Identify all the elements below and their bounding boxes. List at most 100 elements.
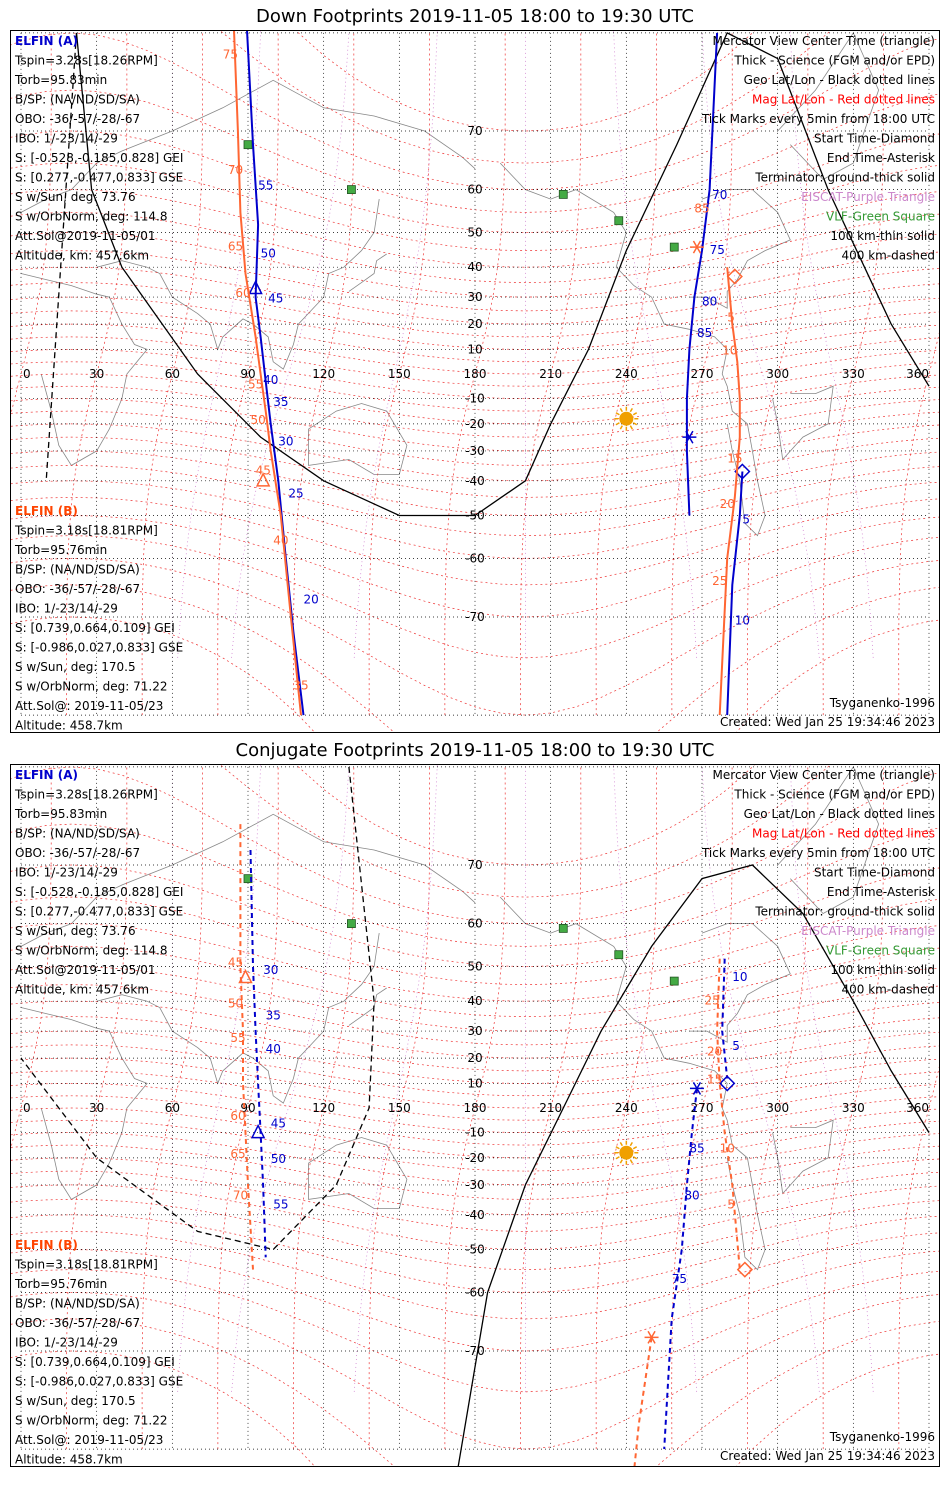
legend: Mercator View Center Time (triangle) Thic…	[701, 768, 935, 997]
x-tick-label: 330	[842, 367, 865, 381]
eiscat-meridian	[613, 765, 698, 1392]
map-plot: 0 30 60 90 120 150 180 210 240 270 300 330 360706050…	[11, 765, 939, 1466]
mag-parallel	[11, 896, 939, 985]
elfin-b-info-line: OBO: -36/-57/-28/-67	[15, 582, 140, 596]
y-tick-label: -70	[465, 610, 485, 624]
elfin-a-tick-label: 25	[288, 486, 303, 500]
elfin-a-info-line: Altitude, km: 457.6km	[15, 249, 149, 263]
x-tick-label: 0	[23, 367, 31, 381]
elfin-b-info-line: Torb=95.76min	[14, 1277, 107, 1291]
x-tick-label: 0	[23, 1101, 31, 1115]
vlf-station-marker	[614, 216, 624, 226]
elfin-b-start-diamond	[736, 1261, 754, 1278]
mag-meridian	[898, 1066, 939, 1450]
mag-parallel	[11, 1016, 939, 1072]
elfin-b-track-east	[716, 958, 741, 1270]
elfin-a-tick-label: 35	[273, 395, 288, 409]
coastline	[777, 32, 880, 180]
elfin-a-info-line: Tspin=3.28s[18.26RPM]	[14, 54, 158, 68]
elfin-a-info-line: Att.Sol@2019-11-05/01	[15, 963, 156, 977]
elfin-b-info-line: S w/OrbNorm, deg: 71.22	[15, 680, 167, 694]
elfin-b-tick-label: 45	[228, 955, 243, 969]
sun-marker	[614, 406, 639, 431]
mag-meridian	[293, 766, 355, 1450]
elfin-b-tick-label: 60	[230, 1109, 245, 1123]
elfin-b-heading: ELFIN (B)	[15, 1238, 78, 1252]
sun-ray	[615, 412, 620, 416]
mag-parallel	[11, 1249, 939, 1352]
legend-entry: Geo Lat/Lon - Black dotted lines	[744, 73, 935, 87]
mag-parallel	[11, 1132, 939, 1186]
mag-meridian	[671, 766, 733, 1450]
vlf-station-marker	[347, 185, 356, 194]
vlf-station-marker	[243, 140, 253, 150]
mag-parallel	[11, 232, 939, 298]
mag-meridian	[11, 32, 52, 416]
coastline	[348, 253, 387, 292]
legend: Mercator View Center Time (triangle) Thic…	[701, 34, 935, 263]
eiscat-meridian	[701, 31, 820, 658]
mag-parallel	[11, 480, 939, 559]
mag-parallel	[11, 1269, 939, 1393]
x-tick-label: 120	[312, 367, 335, 381]
elfin-a-tick-label: 45	[271, 1117, 286, 1131]
elfin-a-center-triangle	[250, 1123, 266, 1139]
mag-parallel	[11, 1157, 939, 1216]
legend-entry: Start Time-Diamond	[814, 866, 935, 880]
elfin-a-info-line: Torb=95.83min	[14, 73, 107, 87]
y-tick-label: 60	[467, 183, 482, 197]
y-tick-label: -20	[465, 417, 485, 431]
elfin-b-info-line: S: [0.739,0.664,0.109] GEI	[15, 621, 175, 635]
vlf-station-marker	[614, 950, 624, 960]
y-tick-label: 20	[467, 1051, 482, 1065]
elfin-a-track-east	[663, 1088, 698, 1450]
legend-entry: Tick Marks every 5min from 18:00 UTC	[701, 846, 935, 860]
elfin-a-info-line: IBO: 1/-23/14/-29	[15, 866, 118, 880]
elfin-a-tick-label: 5	[732, 1039, 740, 1053]
mag-meridian	[595, 766, 657, 1450]
mag-parallel	[11, 162, 939, 251]
sun-ray	[632, 1156, 638, 1160]
elfin-b-center-triangle	[238, 968, 253, 984]
elfin-b-tick-label: 35	[293, 678, 308, 692]
x-tick-label: 120	[312, 1101, 335, 1115]
x-tick-label: 240	[615, 367, 638, 381]
elfin-a-center-triangle	[248, 279, 263, 295]
elfin-b-tick-label: 45	[256, 464, 271, 478]
mag-parallel	[11, 423, 939, 482]
eiscat-meridian	[353, 765, 438, 1392]
elfin-b-info-line: OBO: -36/-57/-28/-67	[15, 1316, 140, 1330]
elfin-a-info-line: B/SP: (NA/ND/SD/SA)	[15, 93, 140, 107]
elfin-a-tick-label: 30	[263, 963, 278, 977]
elfin-b-info: ELFIN (B) Tspin=3.18s[18.81RPM] Torb=95.76…	[14, 504, 183, 732]
y-tick-label: -10	[465, 1126, 485, 1140]
y-tick-label: 10	[467, 1076, 482, 1090]
mag-parallel	[11, 282, 939, 338]
x-tick-label: 330	[842, 1101, 865, 1115]
legend-entry: Thick - Science (FGM and/or EPD)	[733, 54, 935, 68]
sun-ray	[632, 422, 638, 426]
elfin-a-track-west	[249, 849, 267, 1258]
elfin-b-tick-label: 55	[248, 378, 263, 392]
asterisk-stroke	[692, 240, 702, 254]
sun-ray	[629, 1141, 633, 1147]
elfin-b-info-line: Altitude: 458.7km	[15, 1453, 123, 1467]
elfin-b-center-triangle	[255, 472, 271, 487]
elfin-b-info-line: Torb=95.76min	[14, 543, 107, 557]
y-tick-label: -30	[465, 1178, 485, 1192]
model-label: Tsyganenko-1996	[829, 1430, 935, 1444]
elfin-a-info: ELFIN (A) Tspin=3.28s[18.26RPM] Torb=95.83…	[14, 34, 183, 263]
sun-ray	[615, 1146, 620, 1150]
y-tick-label: -50	[465, 1243, 485, 1257]
mag-meridian	[11, 766, 52, 1150]
elfin-b-info-line: S w/Sun, deg: 170.5	[15, 1394, 136, 1408]
elfin-a-info-line: OBO: -36/-57/-28/-67	[15, 112, 140, 126]
mag-parallel	[11, 535, 939, 659]
y-tick-label: 10	[467, 342, 482, 356]
elfin-b-tick-label: 65	[230, 1147, 245, 1161]
elfin-a-info-line: S w/OrbNorm, deg: 114.8	[15, 944, 167, 958]
asterisk-stroke	[647, 1330, 656, 1344]
eiscat-meridian	[231, 31, 350, 658]
elfin-a-info-line: S w/Sun, deg: 73.76	[15, 924, 136, 938]
legend-entry: VLF-Green Square	[826, 944, 935, 958]
